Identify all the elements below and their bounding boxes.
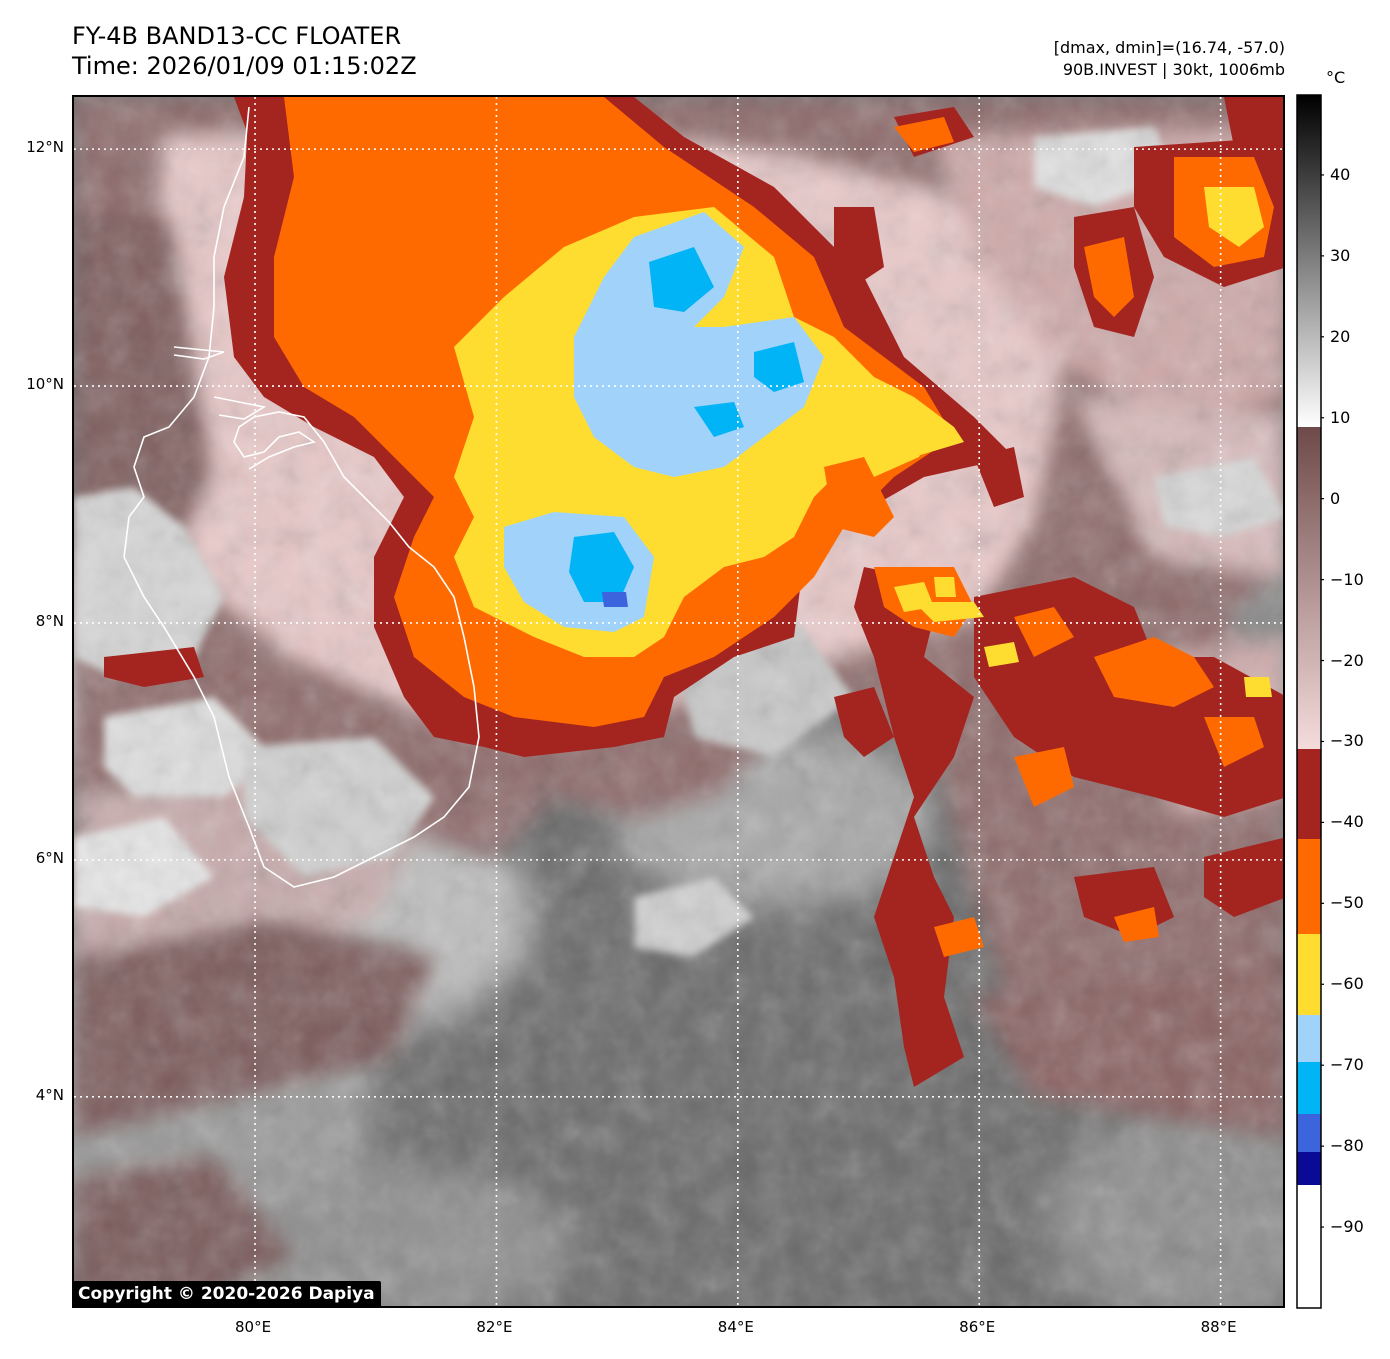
colorbar-tick-label: 10 [1330, 407, 1351, 427]
satellite-imagery [74, 97, 1283, 1306]
colorbar-darkred-segment [1297, 749, 1321, 839]
satellite-map [72, 95, 1285, 1308]
colorbar-tick-label: −40 [1330, 812, 1364, 832]
colorbar-warm-segment [1297, 95, 1321, 427]
latitude-label: 6°N [35, 848, 64, 867]
colorbar-tick-label: −60 [1330, 974, 1364, 994]
colorbar-haze-segment [1297, 427, 1321, 749]
colorbar-orange-segment [1297, 839, 1321, 934]
colorbar-cyan-segment [1297, 1062, 1321, 1114]
colorbar-tick-label: −20 [1330, 650, 1364, 670]
latitude-label: 10°N [26, 375, 64, 394]
storm-info: 90B.INVEST | 30kt, 1006mb [1062, 60, 1285, 79]
colorbar-tick-label: −80 [1330, 1136, 1364, 1156]
latitude-label: 8°N [35, 611, 64, 630]
longitude-label: 80°E [234, 1318, 272, 1336]
colorbar-yellow-segment [1297, 934, 1321, 1015]
colorbar-navy-segment [1297, 1152, 1321, 1185]
longitude-label: 88°E [1200, 1318, 1237, 1336]
colorbar-coldwhite-segment [1297, 1185, 1321, 1308]
colorbar-tick-label: 40 [1330, 164, 1351, 184]
latitude-label: 12°N [26, 138, 64, 157]
dmax-dmin-readout: [dmax, dmin]=(16.74, -57.0) [1053, 38, 1285, 57]
colorbar-tick-label: 30 [1330, 245, 1351, 265]
colorbar-tick-label: −70 [1330, 1055, 1364, 1075]
map-time: Time: 2026/01/09 01:15:02Z [72, 52, 417, 80]
colorbar-tick-label: 0 [1330, 488, 1341, 508]
colorbar-lightblue-segment [1297, 1015, 1321, 1062]
longitude-label: 82°E [476, 1318, 513, 1336]
longitude-label: 86°E [959, 1318, 996, 1336]
colorbar-unit: °C [1326, 68, 1346, 87]
coastline [123, 106, 480, 888]
colorbar-tick-label: 20 [1330, 326, 1351, 346]
latitude-label: 4°N [35, 1085, 64, 1104]
colorbar-tick-label: −30 [1330, 731, 1364, 751]
longitude-label: 84°E [717, 1318, 754, 1336]
colorbar-royalblue-segment [1297, 1114, 1321, 1152]
colorbar-tick-label: −10 [1330, 569, 1364, 589]
copyright-label: Copyright © 2020-2026 Dapiya [73, 1281, 381, 1308]
colorbar-tick-label: −90 [1330, 1217, 1364, 1237]
map-title: FY-4B BAND13-CC FLOATER [72, 22, 402, 50]
colorbar-tick-label: −50 [1330, 893, 1364, 913]
colorbar [1296, 94, 1324, 1309]
